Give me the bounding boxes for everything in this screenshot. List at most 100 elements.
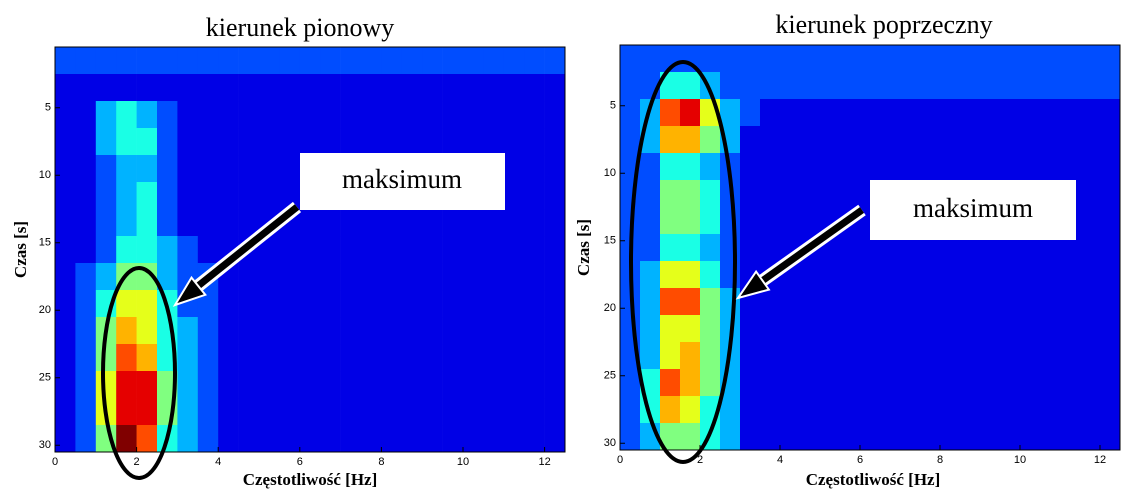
heat-cell xyxy=(442,128,464,156)
heat-cell xyxy=(75,101,97,129)
heat-cell xyxy=(463,209,484,237)
heat-cell xyxy=(75,344,97,372)
heat-cell xyxy=(820,126,841,154)
heat-cell xyxy=(920,153,941,181)
heat-cell xyxy=(760,207,781,235)
heat-cell xyxy=(1020,369,1041,397)
heat-cell xyxy=(320,425,341,453)
heat-cell xyxy=(660,72,681,100)
heat-cell xyxy=(680,180,701,208)
heat-cell xyxy=(1100,342,1121,370)
heat-cell xyxy=(136,155,158,183)
heat-cell xyxy=(136,236,158,264)
heat-cell xyxy=(740,369,761,397)
heat-cell xyxy=(279,371,301,399)
heat-cell xyxy=(442,263,464,291)
arrow-head xyxy=(735,269,771,300)
arrow xyxy=(195,204,300,289)
y-axis-label: Czas [s] xyxy=(11,221,30,278)
heat-cell xyxy=(860,423,881,451)
heat-cell xyxy=(1100,234,1121,262)
heat-cell xyxy=(960,342,981,370)
heat-cell xyxy=(299,398,321,426)
heat-cell xyxy=(55,290,76,318)
heat-cell xyxy=(880,45,901,73)
y-tick-label: 20 xyxy=(604,302,616,314)
heat-cell xyxy=(340,263,362,291)
heat-cell xyxy=(320,236,341,264)
heat-cell xyxy=(1100,369,1121,397)
heat-cell xyxy=(218,317,239,345)
heat-cell xyxy=(463,398,484,426)
heat-cell xyxy=(640,288,661,316)
heat-cell xyxy=(361,398,382,426)
heat-cell xyxy=(116,425,137,453)
heat-cell xyxy=(800,99,821,127)
heat-cell xyxy=(1000,261,1021,289)
heat-cell xyxy=(1020,153,1041,181)
heat-cell xyxy=(840,180,861,208)
heat-cell xyxy=(320,47,341,75)
heat-cell xyxy=(401,47,423,75)
heat-cell xyxy=(860,234,881,262)
heat-cell xyxy=(660,342,681,370)
heat-cell xyxy=(116,290,137,318)
heat-cell xyxy=(860,315,881,343)
heat-cell xyxy=(1000,369,1021,397)
heat-cell xyxy=(422,47,443,75)
heat-cell xyxy=(1080,126,1101,154)
heat-cell xyxy=(238,398,260,426)
heat-cell xyxy=(442,371,464,399)
heat-cell xyxy=(238,209,260,237)
heat-cell xyxy=(780,315,801,343)
heat-cell xyxy=(259,263,280,291)
heat-cell xyxy=(840,234,861,262)
heat-cell xyxy=(320,209,341,237)
heat-cell xyxy=(55,317,76,345)
heat-cell xyxy=(422,398,443,426)
heat-cell xyxy=(381,263,403,291)
heat-cell xyxy=(197,101,219,129)
heat-cell xyxy=(920,234,941,262)
heat-cell xyxy=(1000,423,1021,451)
heat-cell xyxy=(75,128,97,156)
heat-cell xyxy=(880,126,901,154)
heat-cell xyxy=(157,47,178,75)
heat-cell xyxy=(900,234,921,262)
heat-cell xyxy=(422,209,443,237)
heat-cell xyxy=(940,126,961,154)
heat-cell xyxy=(980,234,1001,262)
heat-cell xyxy=(960,45,981,73)
heat-cell xyxy=(820,288,841,316)
heat-cell xyxy=(197,209,219,237)
heat-cell xyxy=(1100,423,1121,451)
heat-cell xyxy=(361,263,382,291)
heat-cell xyxy=(95,47,117,75)
heat-cell xyxy=(279,236,301,264)
heat-cell xyxy=(700,126,721,154)
heat-cell xyxy=(640,207,661,235)
heat-cell xyxy=(680,126,701,154)
heat-cell xyxy=(524,344,545,372)
heat-cell xyxy=(700,261,721,289)
heat-cell xyxy=(238,344,260,372)
heat-cell xyxy=(680,396,701,424)
x-axis-label: Częstotliwość [Hz] xyxy=(243,470,378,489)
heat-cell xyxy=(760,342,781,370)
heat-cell xyxy=(980,396,1001,424)
heat-cell xyxy=(1020,423,1041,451)
heat-cell xyxy=(197,371,219,399)
heat-cell xyxy=(503,371,525,399)
heat-cell xyxy=(361,47,382,75)
heat-cell xyxy=(544,263,566,291)
heat-cell xyxy=(238,290,260,318)
heat-cell xyxy=(900,126,921,154)
heat-cell xyxy=(259,182,280,210)
heat-cell xyxy=(820,423,841,451)
heat-cell xyxy=(960,315,981,343)
heat-cell xyxy=(700,207,721,235)
heat-cell xyxy=(780,423,801,451)
heat-cell xyxy=(980,99,1001,127)
heat-cell xyxy=(177,317,199,345)
heat-cell xyxy=(1100,288,1121,316)
